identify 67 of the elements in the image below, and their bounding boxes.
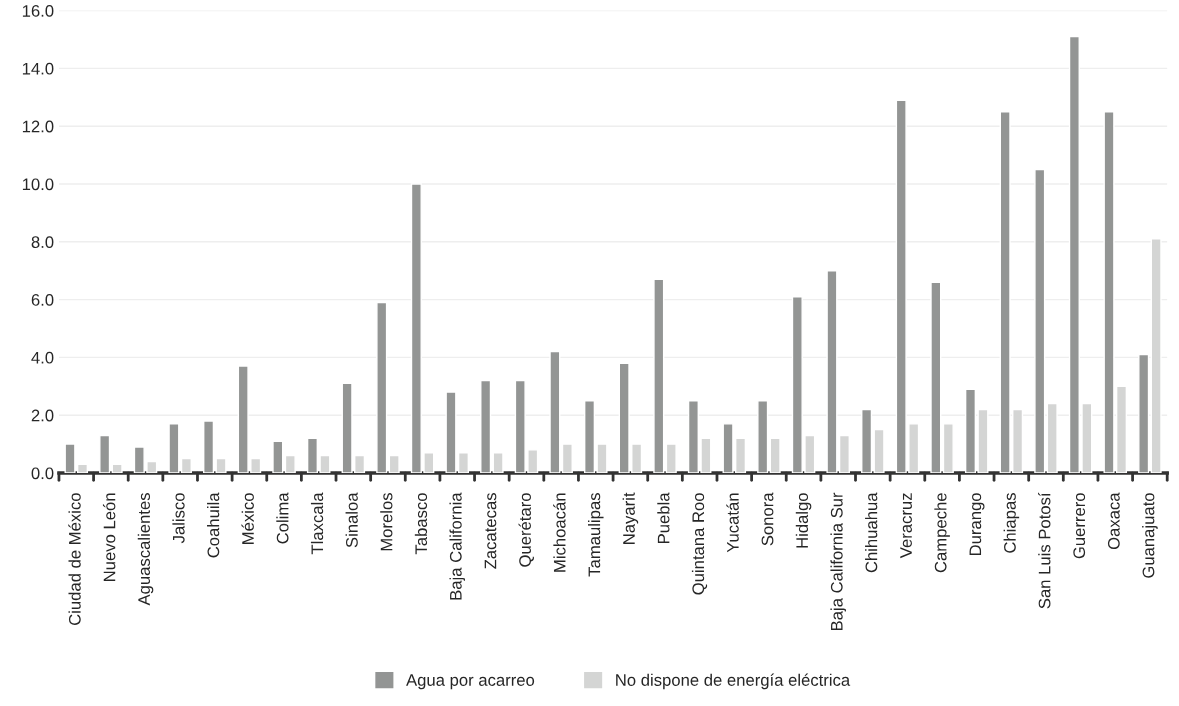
x-tick-label: Guanajuato	[1142, 493, 1158, 578]
x-tick-label: San Luis Potosí	[1038, 492, 1051, 609]
bar	[1046, 402, 1058, 474]
x-tick-label: Campeche	[934, 493, 950, 573]
x-tick-label: Oaxaca	[1107, 492, 1120, 550]
x-tick-label: Quintana Roo	[691, 493, 708, 595]
x-tick-label: Yucatán	[726, 493, 739, 553]
y-tick-label: 14.0	[22, 62, 54, 75]
x-tick-label: Aguascalientes	[137, 493, 154, 606]
bar	[561, 443, 573, 474]
x-tick-label: Chihuahua	[865, 492, 878, 573]
x-tick-label: Durango	[969, 493, 985, 556]
x-tick-label: Puebla	[657, 492, 670, 543]
bar	[1138, 353, 1150, 474]
x-tick-label: Chiapas	[1003, 493, 1020, 553]
y-tick-label: 0.0	[31, 467, 54, 480]
x-tick-label: Guerrero	[1073, 493, 1086, 559]
y-tick-label: 16.0	[22, 4, 54, 17]
x-tick-label: Zacatecas	[484, 493, 497, 569]
bar	[861, 408, 873, 474]
x-tick-label: Baja California Sur	[830, 492, 846, 631]
x-tick-label: Baja California	[449, 492, 465, 600]
x-tick-label: Veracruz	[900, 493, 912, 559]
bar	[168, 423, 180, 474]
bar	[873, 428, 885, 474]
x-tick-label: Michoacán	[553, 493, 566, 572]
bar	[1150, 238, 1162, 474]
bar	[284, 454, 296, 474]
x-tick-label: Tabasco	[414, 493, 428, 555]
bar	[942, 423, 954, 474]
bar	[665, 443, 677, 474]
y-tick-label: 6.0	[31, 294, 54, 306]
bar	[180, 457, 192, 474]
bar	[480, 379, 492, 474]
x-tick-label: Nayarit	[622, 492, 639, 544]
y-tick-label: 8.0	[31, 236, 54, 249]
bar	[111, 463, 123, 474]
bar	[549, 350, 561, 474]
bar	[388, 454, 400, 474]
x-tick-label: Morelos	[380, 493, 393, 551]
x-tick-label: Querétaro	[518, 493, 534, 567]
x-tick-label: Tamaulipas	[588, 493, 604, 577]
x-tick-label: México	[241, 493, 254, 544]
bar	[376, 301, 388, 474]
bar	[653, 278, 665, 474]
x-tick-label: Colima	[276, 492, 289, 544]
y-tick-label: 10.0	[22, 178, 54, 191]
bar	[769, 437, 781, 474]
y-tick-label: 4.0	[31, 351, 54, 364]
x-tick-label: Ciudad de México	[68, 493, 81, 626]
bar	[930, 281, 942, 474]
x-tick-label: Sonora	[761, 492, 774, 546]
y-tick-label: 12.0	[22, 120, 54, 133]
x-tick-label: Sinaloa	[345, 492, 358, 548]
bar	[1034, 168, 1046, 474]
x-tick-label: Coahuila	[207, 492, 220, 558]
legend-label: No dispone de energía eléctrica	[616, 673, 851, 690]
legend-label: Agua por acarreo	[406, 674, 535, 690]
y-tick-label: 2.0	[31, 409, 54, 422]
bar	[272, 440, 284, 474]
x-tick-label: Hidalgo	[795, 493, 812, 548]
x-tick-label: Tlaxcala	[310, 492, 324, 555]
bar	[99, 434, 111, 474]
x-tick-label: Jalisco	[172, 493, 185, 544]
bar	[492, 452, 504, 474]
x-tick-label: Nuevo León	[102, 493, 116, 581]
bar	[757, 400, 769, 474]
